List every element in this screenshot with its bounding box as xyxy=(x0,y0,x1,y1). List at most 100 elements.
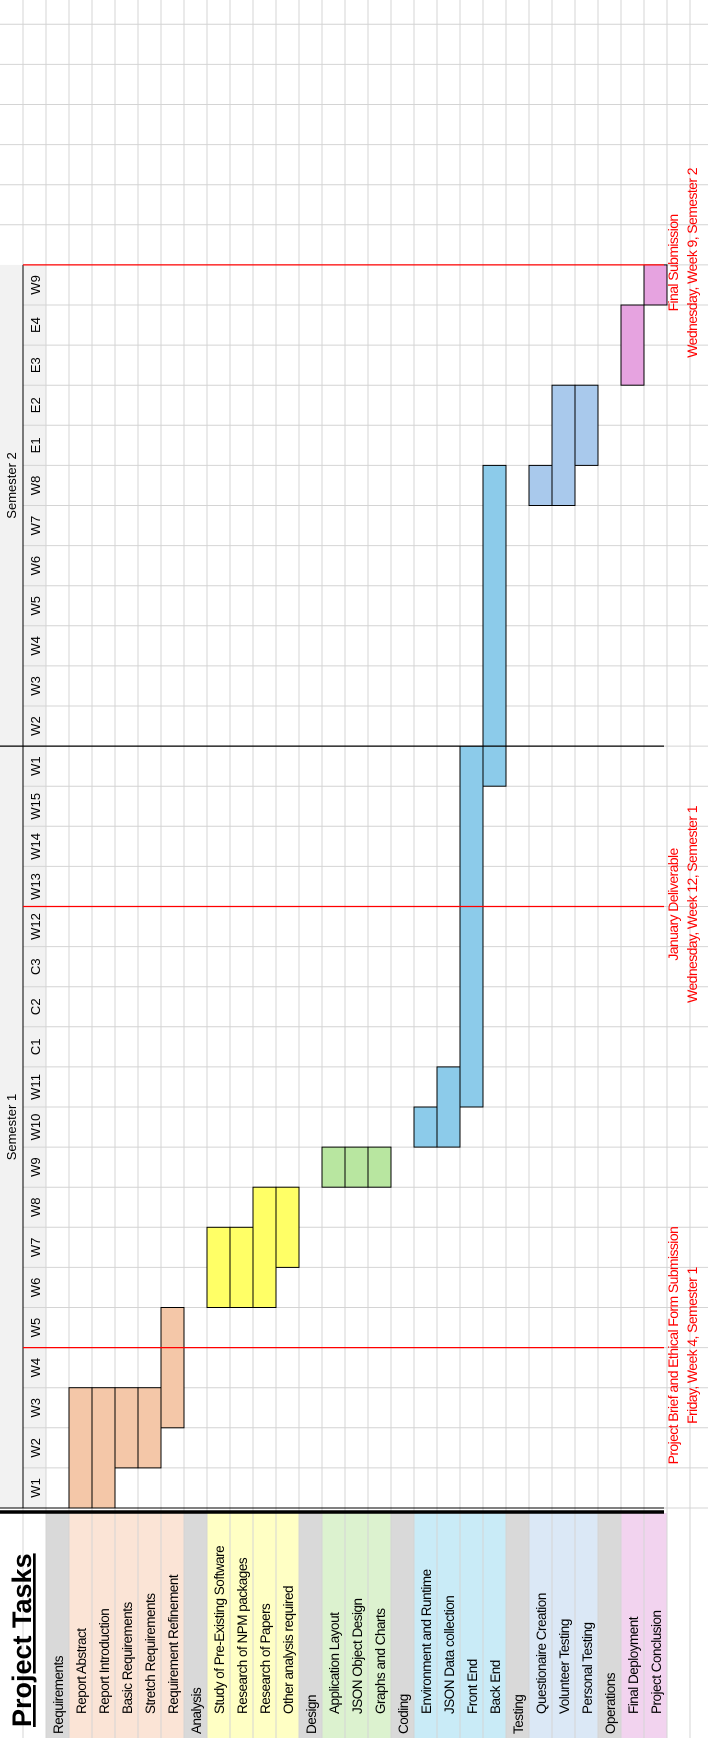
task-bar xyxy=(206,1226,231,1308)
task-label: Final Deployment xyxy=(626,1616,641,1714)
week-label: E3 xyxy=(28,357,43,373)
task-label: Requirement Refinement xyxy=(166,1574,181,1714)
week-label: E1 xyxy=(28,437,43,453)
task-bar xyxy=(551,384,576,506)
group-label: Operations xyxy=(603,1672,618,1734)
task-band xyxy=(575,1513,598,1738)
week-label: W7 xyxy=(28,1238,43,1258)
week-label: W13 xyxy=(28,873,43,900)
task-bar xyxy=(367,1146,392,1188)
task-band xyxy=(276,1513,299,1738)
group-band xyxy=(184,1513,207,1738)
week-label: W6 xyxy=(28,1278,43,1298)
week-label: W14 xyxy=(28,833,43,860)
task-label: Study of Pre-Existing Software xyxy=(212,1546,227,1714)
week-label: W2 xyxy=(28,1438,43,1458)
group-band xyxy=(506,1513,529,1738)
group-label: Requirements xyxy=(51,1655,66,1734)
task-bar xyxy=(344,1146,369,1188)
week-label: W3 xyxy=(28,676,43,696)
task-bar xyxy=(229,1226,254,1308)
group-band xyxy=(598,1513,621,1738)
semester-label: Semester 1 xyxy=(4,1094,19,1160)
week-label: E2 xyxy=(28,397,43,413)
task-bar xyxy=(114,1387,139,1469)
semester-label: Semester 2 xyxy=(4,452,19,518)
task-band xyxy=(161,1513,184,1738)
task-band xyxy=(621,1513,644,1738)
task-bar xyxy=(137,1387,162,1469)
task-bar xyxy=(574,384,599,466)
task-bar xyxy=(459,745,484,1108)
milestone-date: Friday, Week 4, Semester 1 xyxy=(684,1266,700,1423)
week-label: W9 xyxy=(28,275,43,295)
task-label: Graphs and Charts xyxy=(373,1608,388,1714)
week-label: C3 xyxy=(28,958,43,975)
group-label: Testing xyxy=(511,1695,526,1734)
task-label: Environment and Runtime xyxy=(419,1569,434,1714)
week-label: W2 xyxy=(28,716,43,736)
task-bar xyxy=(620,304,645,386)
task-band xyxy=(414,1513,437,1738)
week-label: W7 xyxy=(28,516,43,536)
task-label: Stretch Requirements xyxy=(143,1593,158,1714)
task-band xyxy=(230,1513,253,1738)
task-bar xyxy=(252,1186,277,1308)
task-label: JSON Object Design xyxy=(350,1598,365,1714)
task-bar xyxy=(91,1387,116,1509)
group-label: Analysis xyxy=(189,1687,204,1734)
task-label: Back End xyxy=(488,1660,503,1714)
task-band xyxy=(322,1513,345,1738)
task-bar xyxy=(160,1306,185,1429)
week-label: W5 xyxy=(28,596,43,616)
task-label: Volunteer Testing xyxy=(557,1619,572,1714)
task-label: Personal Testing xyxy=(580,1622,595,1714)
task-label: Project Conclusion xyxy=(649,1610,664,1714)
task-bar xyxy=(413,1106,438,1148)
task-band xyxy=(207,1513,230,1738)
chart-title: Project Tasks xyxy=(7,1553,37,1727)
week-label: E4 xyxy=(28,317,43,333)
week-label: W8 xyxy=(28,1198,43,1218)
task-label: Report Introduction xyxy=(97,1609,112,1714)
task-band xyxy=(460,1513,483,1738)
group-label: Coding xyxy=(396,1694,411,1734)
task-band xyxy=(552,1513,575,1738)
milestone-label: January Deliverable xyxy=(665,848,681,961)
task-label: Front End xyxy=(465,1659,480,1714)
week-label: C1 xyxy=(28,1039,43,1056)
task-label: Application Layout xyxy=(327,1612,342,1714)
task-label: Questionaire Creation xyxy=(534,1593,549,1714)
task-band xyxy=(483,1513,506,1738)
task-label: Report Abstract xyxy=(74,1628,89,1714)
milestone-label: Final Submission xyxy=(665,214,681,311)
week-label: W8 xyxy=(28,476,43,496)
task-band xyxy=(644,1513,667,1738)
task-band xyxy=(138,1513,161,1738)
week-label: W15 xyxy=(28,793,43,820)
week-label: W3 xyxy=(28,1398,43,1418)
task-label: Basic Requirements xyxy=(120,1601,135,1714)
task-bar xyxy=(482,464,507,787)
task-band xyxy=(529,1513,552,1738)
task-band xyxy=(253,1513,276,1738)
week-label: W4 xyxy=(28,636,43,656)
week-label: W1 xyxy=(28,756,43,776)
week-label: W11 xyxy=(28,1074,43,1100)
task-band xyxy=(115,1513,138,1738)
task-label: Research of Papers xyxy=(258,1603,273,1714)
task-bar xyxy=(275,1186,300,1268)
group-band xyxy=(46,1513,69,1738)
task-label: Other analysis required xyxy=(281,1586,296,1714)
task-bar xyxy=(436,1066,461,1148)
week-label: W5 xyxy=(28,1318,43,1338)
task-bar xyxy=(68,1387,93,1509)
milestone-label: Project Brief and Ethical Form Submissio… xyxy=(665,1227,681,1465)
milestone-date: Wednesday, Week 12, Semester 1 xyxy=(684,805,700,1003)
task-label: JSON Data collection xyxy=(442,1596,457,1714)
group-label: Design xyxy=(304,1695,319,1734)
week-label: W1 xyxy=(28,1478,43,1498)
task-bar xyxy=(643,264,668,306)
